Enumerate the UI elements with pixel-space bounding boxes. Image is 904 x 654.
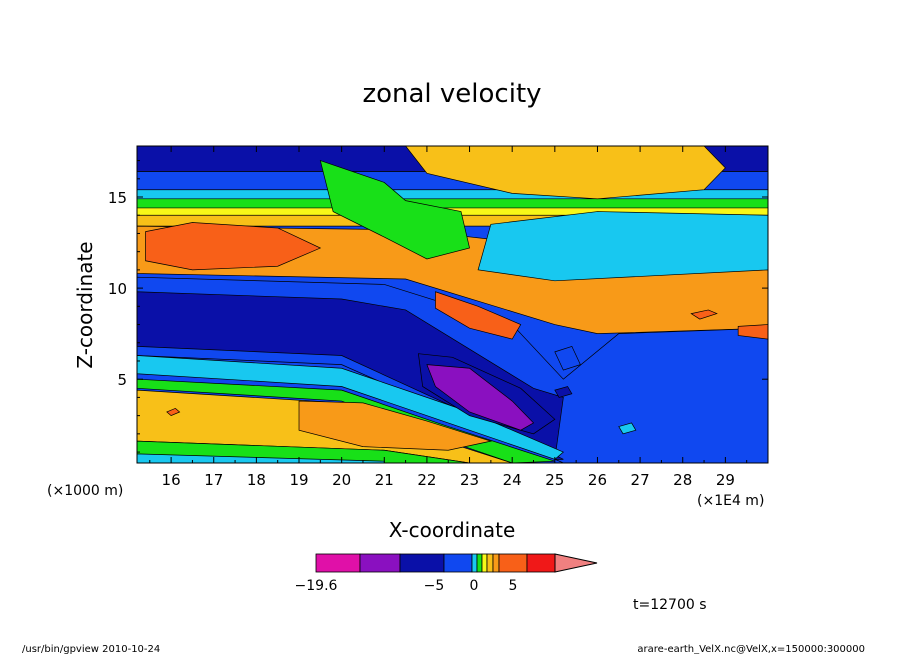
x-tick-label: 22 xyxy=(417,471,436,489)
contour-region xyxy=(405,146,726,200)
y-axis-label: Z-coordinate xyxy=(73,241,97,368)
y-tick-label: 15 xyxy=(108,189,127,207)
colorbar-swatch xyxy=(359,553,401,573)
footer-left: /usr/bin/gpview 2010-10-24 xyxy=(22,644,160,654)
chart-title: zonal velocity xyxy=(362,79,541,109)
colorbar-swatch xyxy=(498,553,528,573)
colorbar-arrow xyxy=(554,553,598,573)
x-tick-label: 29 xyxy=(716,471,735,489)
colorbar-swatch xyxy=(399,553,445,573)
colorbar-label: −5 xyxy=(424,578,445,594)
y-tick-label: 10 xyxy=(108,280,127,298)
x-tick-label: 24 xyxy=(503,471,522,489)
colorbar-label: 5 xyxy=(509,578,518,594)
x-tick-label: 25 xyxy=(545,471,564,489)
contour-region xyxy=(554,386,573,398)
x-unit-right: (×1E4 m) xyxy=(697,493,764,509)
colorbar-swatch xyxy=(315,553,361,573)
colorbar-label: 0 xyxy=(470,578,479,594)
y-tick-label: 5 xyxy=(117,371,127,389)
colorbar: −19.6 −5 0 5 xyxy=(295,553,598,594)
contour-region xyxy=(737,324,768,340)
colorbar-swatch xyxy=(526,553,556,573)
colorbar-swatch xyxy=(471,553,478,573)
x-tick-label: 27 xyxy=(631,471,650,489)
contour-fill-layer xyxy=(137,146,768,463)
colorbar-swatch xyxy=(481,553,488,573)
colorbar-swatch xyxy=(476,553,483,573)
x-tick-label: 26 xyxy=(588,471,607,489)
y-axis: 5 10 15 xyxy=(108,160,768,453)
x-axis: 16 17 18 19 20 21 22 23 24 25 26 27 28 29 xyxy=(149,146,748,489)
x-tick-label: 16 xyxy=(162,471,181,489)
x-tick-label: 18 xyxy=(247,471,266,489)
x-tick-label: 21 xyxy=(375,471,394,489)
contour-region xyxy=(319,160,470,260)
time-label: t=12700 s xyxy=(633,597,707,613)
colorbar-swatch xyxy=(492,553,500,573)
colorbar-label: −19.6 xyxy=(295,578,338,594)
x-axis-label: X-coordinate xyxy=(389,518,516,542)
x-tick-label: 28 xyxy=(673,471,692,489)
x-tick-label: 20 xyxy=(332,471,351,489)
contour-region xyxy=(298,400,493,451)
contour-region xyxy=(690,309,718,320)
contour-region xyxy=(477,211,768,282)
x-tick-label: 19 xyxy=(289,471,308,489)
x-tick-label: 23 xyxy=(460,471,479,489)
contour-region xyxy=(145,222,322,271)
contour-region xyxy=(435,291,522,340)
colorbar-swatch xyxy=(486,553,494,573)
contour-region xyxy=(618,422,637,435)
plot-frame xyxy=(136,145,769,464)
colorbar-swatch xyxy=(443,553,473,573)
x-unit-left: (×1000 m) xyxy=(47,483,123,499)
contour-region xyxy=(426,364,535,431)
contour-region xyxy=(554,345,581,371)
x-tick-label: 17 xyxy=(204,471,223,489)
contour-region xyxy=(166,407,181,417)
footer-right: arare-earth_VelX.nc@VelX,x=150000:300000 xyxy=(637,644,865,654)
contour-band xyxy=(137,378,555,463)
contour-band xyxy=(137,453,385,463)
